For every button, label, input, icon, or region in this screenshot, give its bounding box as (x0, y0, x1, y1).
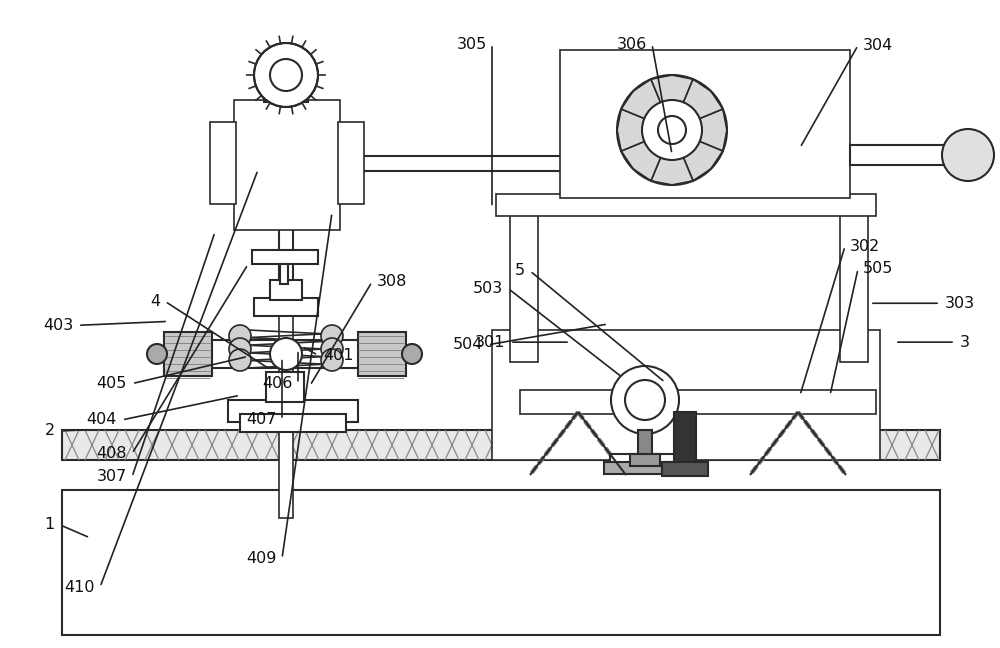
Bar (850, 145, 956, 165)
Polygon shape (651, 130, 693, 185)
Bar (270, 280, 302, 300)
Text: 303: 303 (945, 295, 975, 311)
Text: 302: 302 (850, 238, 880, 254)
Text: 405: 405 (97, 376, 127, 391)
Bar (62, 490, 940, 635)
Bar (280, 264, 288, 284)
Circle shape (321, 349, 343, 371)
Text: 4: 4 (150, 294, 160, 309)
Bar (340, 156, 616, 171)
Text: 3: 3 (960, 334, 970, 350)
Bar (358, 332, 406, 376)
Bar (840, 210, 868, 362)
Text: 2: 2 (45, 423, 55, 439)
Text: 305: 305 (457, 36, 487, 52)
Circle shape (942, 129, 994, 181)
Circle shape (658, 116, 686, 144)
Circle shape (642, 100, 702, 160)
Bar (210, 122, 236, 204)
Circle shape (229, 349, 251, 371)
Bar (610, 454, 682, 466)
Polygon shape (621, 79, 672, 130)
Bar (252, 250, 318, 264)
Polygon shape (672, 130, 723, 181)
Circle shape (321, 325, 343, 347)
Bar (254, 298, 318, 316)
Polygon shape (621, 130, 672, 181)
Circle shape (147, 344, 167, 364)
Bar (279, 148, 293, 518)
Text: 308: 308 (377, 274, 407, 290)
Text: 408: 408 (96, 446, 127, 461)
Circle shape (270, 59, 302, 91)
Text: 504: 504 (453, 337, 483, 353)
Text: 306: 306 (617, 36, 647, 52)
Bar (496, 194, 876, 216)
Text: 5: 5 (515, 263, 525, 279)
Polygon shape (617, 109, 672, 151)
Bar (266, 372, 304, 402)
Bar (604, 462, 688, 474)
Bar (674, 412, 696, 468)
Bar (164, 332, 212, 376)
Bar (638, 430, 652, 458)
Bar (492, 330, 880, 460)
Text: 503: 503 (473, 281, 503, 296)
Bar (232, 330, 248, 368)
Bar (520, 390, 876, 414)
Bar (210, 340, 365, 368)
Circle shape (229, 338, 251, 360)
Bar (264, 86, 308, 102)
Bar (279, 148, 293, 283)
Text: 307: 307 (97, 469, 127, 485)
Bar (62, 430, 940, 460)
Text: 410: 410 (64, 579, 95, 595)
Circle shape (270, 338, 302, 370)
Bar (324, 330, 340, 368)
Bar (240, 414, 346, 432)
Text: 409: 409 (247, 551, 277, 566)
Polygon shape (651, 75, 693, 130)
Bar (560, 50, 850, 198)
Text: 406: 406 (263, 376, 293, 391)
Bar (510, 210, 538, 362)
Polygon shape (672, 109, 727, 151)
Circle shape (625, 380, 665, 420)
Bar (662, 462, 708, 476)
Circle shape (229, 325, 251, 347)
Polygon shape (672, 79, 723, 130)
Circle shape (254, 43, 318, 107)
Text: 404: 404 (87, 412, 117, 428)
Text: 301: 301 (475, 334, 505, 350)
Circle shape (611, 366, 679, 434)
Text: 403: 403 (43, 318, 73, 333)
Bar (228, 400, 358, 422)
Bar (630, 454, 660, 466)
Bar (234, 100, 340, 230)
Text: 1: 1 (45, 517, 55, 533)
Circle shape (402, 344, 422, 364)
Bar (338, 122, 364, 204)
Text: 401: 401 (323, 347, 354, 363)
Text: 407: 407 (247, 412, 277, 428)
Text: 304: 304 (863, 38, 893, 53)
Circle shape (321, 338, 343, 360)
Text: 505: 505 (863, 261, 893, 277)
